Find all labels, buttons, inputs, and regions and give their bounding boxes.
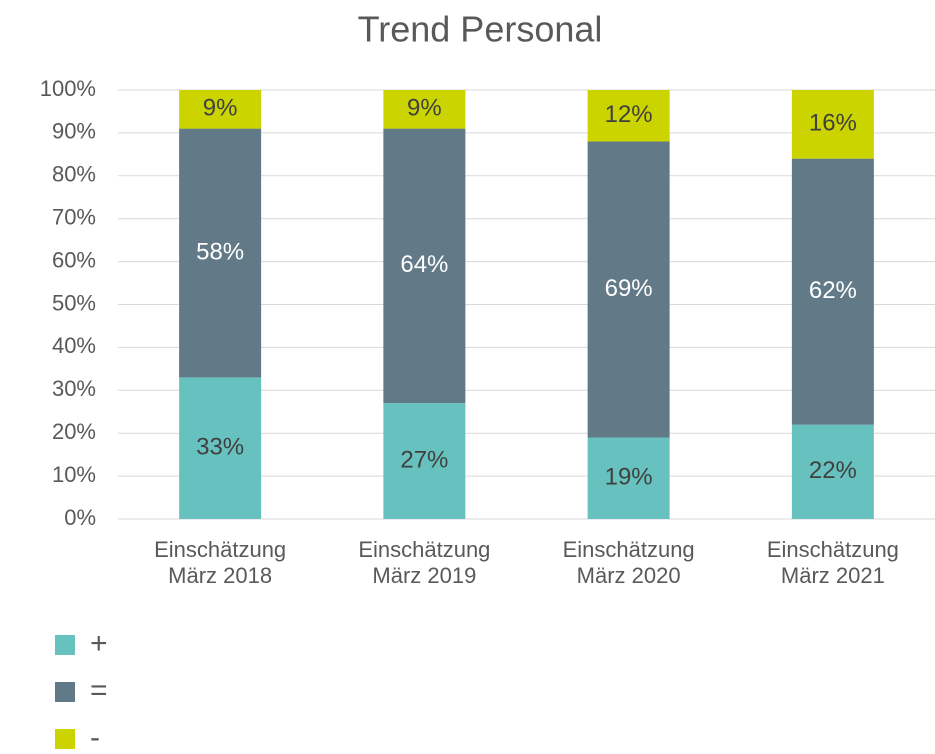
x-tick-label: Einschätzung März 2020 bbox=[562, 537, 695, 588]
legend-swatch bbox=[55, 635, 75, 655]
data-label: 27% bbox=[400, 446, 448, 473]
legend-label: + bbox=[90, 627, 108, 660]
y-tick-label: 80% bbox=[52, 162, 96, 187]
bar-segment bbox=[383, 403, 466, 519]
data-label: 19% bbox=[605, 464, 653, 491]
y-tick-label: 50% bbox=[52, 290, 96, 315]
chart-title: Trend Personal bbox=[358, 9, 603, 50]
y-tick-label: 100% bbox=[40, 76, 96, 101]
bar-segment bbox=[383, 128, 466, 404]
data-label: 64% bbox=[400, 251, 448, 278]
data-label: 33% bbox=[196, 434, 244, 461]
y-tick-label: 70% bbox=[52, 205, 96, 230]
legend-swatch bbox=[55, 729, 75, 749]
data-label: 12% bbox=[605, 101, 653, 128]
y-tick-label: 20% bbox=[52, 419, 96, 444]
data-label: 9% bbox=[203, 95, 238, 122]
y-tick-label: 90% bbox=[52, 119, 96, 144]
legend-label: = bbox=[90, 674, 108, 707]
bar-segment bbox=[179, 128, 262, 378]
data-label: 58% bbox=[196, 238, 244, 265]
y-tick-label: 10% bbox=[52, 462, 96, 487]
legend-swatch bbox=[55, 682, 75, 702]
y-tick-label: 30% bbox=[52, 376, 96, 401]
bar-segment bbox=[179, 377, 262, 519]
y-tick-label: 40% bbox=[52, 333, 96, 358]
x-tick-label: Einschätzung März 2019 bbox=[358, 537, 491, 588]
bar-segment bbox=[179, 90, 262, 129]
bar-segment bbox=[587, 141, 670, 438]
bar-segment bbox=[587, 437, 670, 519]
bar-segment bbox=[791, 424, 874, 519]
data-label: 22% bbox=[809, 457, 857, 484]
x-tick-label: Einschätzung März 2021 bbox=[766, 537, 899, 588]
data-label: 9% bbox=[407, 95, 442, 122]
bar-segment bbox=[383, 90, 466, 129]
legend-label: - bbox=[90, 721, 100, 754]
y-tick-label: 60% bbox=[52, 247, 96, 272]
data-label: 16% bbox=[809, 110, 857, 137]
data-label: 69% bbox=[605, 275, 653, 302]
y-tick-label: 0% bbox=[64, 505, 96, 530]
bar-segment bbox=[587, 90, 670, 142]
x-tick-label: Einschätzung März 2018 bbox=[154, 537, 287, 588]
bar-segment bbox=[791, 158, 874, 425]
data-label: 62% bbox=[809, 277, 857, 304]
bar-segment bbox=[791, 90, 874, 159]
